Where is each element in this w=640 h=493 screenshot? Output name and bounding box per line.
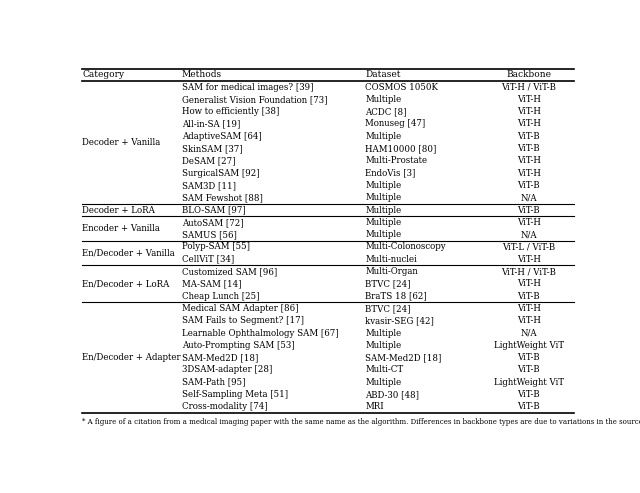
Text: Generalist Vision Foundation [73]: Generalist Vision Foundation [73] (182, 95, 327, 104)
Text: Multiple: Multiple (365, 328, 401, 338)
Text: DeSAM [27]: DeSAM [27] (182, 156, 235, 165)
Text: ViT-B: ViT-B (518, 353, 540, 362)
Text: SAM-Path [95]: SAM-Path [95] (182, 378, 245, 387)
Text: Dataset: Dataset (365, 70, 401, 79)
Text: ViT-L / ViT-B: ViT-L / ViT-B (502, 243, 556, 251)
Text: HAM10000 [80]: HAM10000 [80] (365, 144, 436, 153)
Text: SkinSAM [37]: SkinSAM [37] (182, 144, 243, 153)
Text: Multi-CT: Multi-CT (365, 365, 403, 374)
Text: Category: Category (83, 70, 125, 79)
Text: Self-Sampling Meta [51]: Self-Sampling Meta [51] (182, 390, 288, 399)
Text: En/Decoder + Adapter: En/Decoder + Adapter (83, 353, 181, 362)
Text: Backbone: Backbone (506, 70, 552, 79)
Text: SAMUS [56]: SAMUS [56] (182, 230, 237, 239)
Text: Decoder + Vanilla: Decoder + Vanilla (83, 138, 161, 147)
Text: ViT-H: ViT-H (517, 119, 541, 129)
Text: SAM3D [11]: SAM3D [11] (182, 181, 236, 190)
Text: ViT-H: ViT-H (517, 316, 541, 325)
Text: SAM-Med2D [18]: SAM-Med2D [18] (182, 353, 258, 362)
Text: ViT-H: ViT-H (517, 218, 541, 227)
Text: N/A: N/A (520, 193, 537, 202)
Text: Customized SAM [96]: Customized SAM [96] (182, 267, 277, 276)
Text: ViT-H: ViT-H (517, 280, 541, 288)
Text: ViT-B: ViT-B (518, 390, 540, 399)
Text: AutoSAM [72]: AutoSAM [72] (182, 218, 243, 227)
Text: SAM Fewshot [88]: SAM Fewshot [88] (182, 193, 262, 202)
Text: LightWeight ViT: LightWeight ViT (494, 341, 564, 350)
Text: ViT-B: ViT-B (518, 181, 540, 190)
Text: Multi-nuclei: Multi-nuclei (365, 255, 417, 264)
Text: Multi-Colonoscopy: Multi-Colonoscopy (365, 243, 446, 251)
Text: Methods: Methods (182, 70, 222, 79)
Text: MRI: MRI (365, 402, 384, 411)
Text: Multiple: Multiple (365, 230, 401, 239)
Text: EndoVis [3]: EndoVis [3] (365, 169, 415, 177)
Text: Multiple: Multiple (365, 218, 401, 227)
Text: SAM Fails to Segment? [17]: SAM Fails to Segment? [17] (182, 316, 304, 325)
Text: ViT-B: ViT-B (518, 292, 540, 301)
Text: MA-SAM [14]: MA-SAM [14] (182, 280, 241, 288)
Text: ABD-30 [48]: ABD-30 [48] (365, 390, 419, 399)
Text: ViT-B: ViT-B (518, 402, 540, 411)
Text: BraTS 18 [62]: BraTS 18 [62] (365, 292, 427, 301)
Text: Multi-Organ: Multi-Organ (365, 267, 418, 276)
Text: BTVC [24]: BTVC [24] (365, 280, 411, 288)
Text: ViT-H: ViT-H (517, 107, 541, 116)
Text: ViT-H: ViT-H (517, 156, 541, 165)
Text: ViT-B: ViT-B (518, 132, 540, 141)
Text: Multi-Prostate: Multi-Prostate (365, 156, 428, 165)
Text: Multiple: Multiple (365, 193, 401, 202)
Text: Polyp-SAM [55]: Polyp-SAM [55] (182, 243, 250, 251)
Text: Multiple: Multiple (365, 378, 401, 387)
Text: 3DSAM-adapter [28]: 3DSAM-adapter [28] (182, 365, 272, 374)
Text: All-in-SA [19]: All-in-SA [19] (182, 119, 240, 129)
Text: Multiple: Multiple (365, 206, 401, 214)
Text: SAM for medical images? [39]: SAM for medical images? [39] (182, 83, 313, 92)
Text: ViT-H / ViT-B: ViT-H / ViT-B (502, 83, 556, 92)
Text: SurgicalSAM [92]: SurgicalSAM [92] (182, 169, 259, 177)
Text: Multiple: Multiple (365, 132, 401, 141)
Text: ACDC [8]: ACDC [8] (365, 107, 406, 116)
Text: LightWeight ViT: LightWeight ViT (494, 378, 564, 387)
Text: ViT-H: ViT-H (517, 95, 541, 104)
Text: Decoder + LoRA: Decoder + LoRA (83, 206, 156, 214)
Text: Medical SAM Adapter [86]: Medical SAM Adapter [86] (182, 304, 298, 313)
Text: ViT-H: ViT-H (517, 169, 541, 177)
Text: How to efficiently [38]: How to efficiently [38] (182, 107, 279, 116)
Text: CellViT [34]: CellViT [34] (182, 255, 234, 264)
Text: SAM-Med2D [18]: SAM-Med2D [18] (365, 353, 442, 362)
Text: ViT-H: ViT-H (517, 304, 541, 313)
Text: * A figure of a citation from a medical imaging paper with the same name as the : * A figure of a citation from a medical … (83, 418, 640, 425)
Text: kvasir-SEG [42]: kvasir-SEG [42] (365, 316, 434, 325)
Text: ViT-H: ViT-H (517, 255, 541, 264)
Text: BTVC [24]: BTVC [24] (365, 304, 411, 313)
Text: Cross-modality [74]: Cross-modality [74] (182, 402, 268, 411)
Text: En/Decoder + Vanilla: En/Decoder + Vanilla (83, 248, 175, 258)
Text: N/A: N/A (520, 328, 537, 338)
Text: Encoder + Vanilla: Encoder + Vanilla (83, 224, 161, 233)
Text: En/Decoder + LoRA: En/Decoder + LoRA (83, 280, 170, 288)
Text: Multiple: Multiple (365, 181, 401, 190)
Text: ViT-H / ViT-B: ViT-H / ViT-B (502, 267, 556, 276)
Text: ViT-B: ViT-B (518, 144, 540, 153)
Text: Cheap Lunch [25]: Cheap Lunch [25] (182, 292, 259, 301)
Text: Multiple: Multiple (365, 341, 401, 350)
Text: COSMOS 1050K: COSMOS 1050K (365, 83, 438, 92)
Text: Monuseg [47]: Monuseg [47] (365, 119, 426, 129)
Text: ViT-B: ViT-B (518, 365, 540, 374)
Text: N/A: N/A (520, 230, 537, 239)
Text: Multiple: Multiple (365, 95, 401, 104)
Text: BLO-SAM [97]: BLO-SAM [97] (182, 206, 245, 214)
Text: AdaptiveSAM [64]: AdaptiveSAM [64] (182, 132, 261, 141)
Text: Learnable Ophthalmology SAM [67]: Learnable Ophthalmology SAM [67] (182, 328, 339, 338)
Text: ViT-B: ViT-B (518, 206, 540, 214)
Text: Auto-Prompting SAM [53]: Auto-Prompting SAM [53] (182, 341, 294, 350)
